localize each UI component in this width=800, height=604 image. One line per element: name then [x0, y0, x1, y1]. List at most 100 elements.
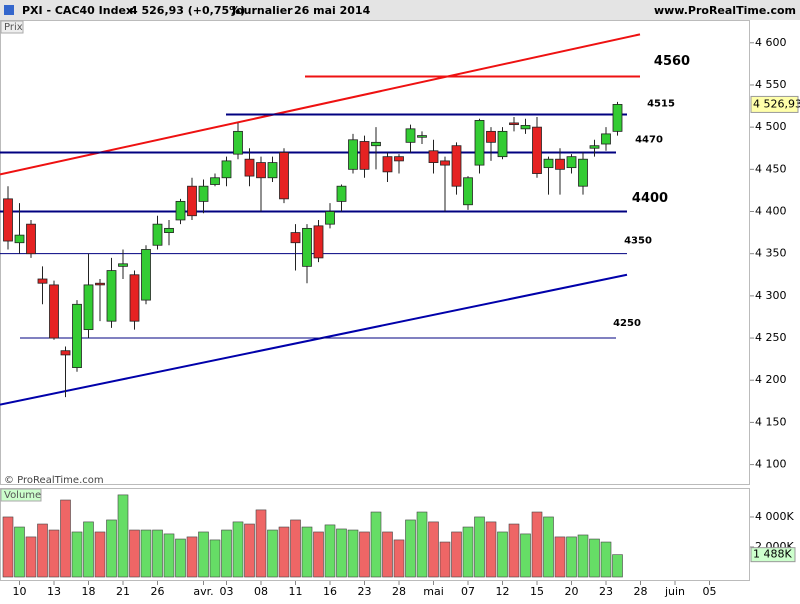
volume-bar — [439, 541, 451, 578]
quote: 4 526,93 (+0,75%) — [130, 4, 245, 17]
candle-body — [49, 284, 59, 339]
volume-bar — [554, 536, 566, 578]
volume-bar — [163, 533, 175, 578]
x-tick-label: 05 — [703, 585, 717, 598]
volume-bar — [48, 529, 60, 578]
volume-bar — [2, 516, 14, 578]
candle-body — [325, 211, 335, 225]
level-label: 4350 — [624, 236, 652, 247]
candle-body — [198, 185, 209, 202]
panel-tag — [0, 20, 24, 34]
candle-body — [313, 225, 324, 259]
y-tick-label: 4 350 — [755, 247, 787, 260]
y-tick-label: 4 100 — [755, 458, 787, 471]
candle-body — [359, 141, 370, 170]
candle-body — [152, 223, 163, 246]
candle-body — [371, 141, 381, 147]
candle-body — [394, 156, 404, 162]
candle-body — [221, 160, 232, 179]
y-tick-label: 4 250 — [755, 331, 787, 344]
volume-bar — [577, 534, 589, 578]
volume-bar — [313, 531, 324, 578]
volume-bar — [382, 531, 393, 578]
x-tick-label: 13 — [47, 585, 61, 598]
candle-body — [256, 162, 266, 179]
volume-bar — [347, 529, 359, 578]
volume-bar — [152, 529, 163, 578]
volume-bar — [94, 531, 106, 578]
volume-bar — [232, 521, 244, 578]
level-label: 4250 — [613, 318, 641, 329]
date: 26 mai 2014 — [294, 4, 371, 17]
candle-body — [509, 122, 519, 126]
volume-bar — [301, 526, 313, 578]
panel-label: Volume — [4, 490, 41, 501]
candle-body — [532, 126, 542, 174]
candle-body — [405, 128, 416, 143]
candle-body — [520, 125, 531, 130]
candle-body — [210, 177, 220, 185]
trend-line — [0, 33, 641, 176]
level-label: 4560 — [654, 54, 690, 69]
candle-body — [463, 177, 473, 206]
y-tick-label: 4 500 — [755, 120, 787, 133]
x-tick-label: 16 — [323, 585, 337, 598]
volume-bar — [14, 526, 25, 578]
last-volume-box — [750, 547, 796, 563]
icon — [4, 5, 14, 15]
candle-body — [106, 270, 117, 322]
volume-bar — [255, 509, 267, 578]
level-label: 4515 — [647, 98, 675, 109]
volume-bar — [416, 511, 428, 578]
volume-bar — [198, 531, 209, 578]
panel-label: Prix — [4, 22, 23, 33]
volume-bar — [485, 521, 497, 578]
candle-body — [497, 130, 508, 158]
candle-body — [279, 152, 289, 200]
candle-body — [474, 119, 485, 166]
volume-bar — [140, 529, 152, 578]
y-tick-label: 4 600 — [755, 36, 787, 49]
panel-tag — [0, 488, 42, 502]
volume-bar — [209, 539, 221, 578]
y-tick-label: 4 550 — [755, 78, 787, 91]
volume-bar — [508, 523, 520, 578]
y-tick-label: 4 150 — [755, 415, 787, 428]
x-tick-label: juin — [664, 585, 685, 598]
volume-bar — [175, 538, 186, 578]
last-volume-label: 1 488K — [753, 548, 792, 561]
candle-body — [187, 185, 197, 217]
x-tick-label: 20 — [565, 585, 579, 598]
candle-body — [267, 162, 278, 179]
candle-body — [141, 249, 151, 301]
trend-line — [0, 273, 628, 406]
candle-body — [233, 130, 243, 155]
level-label: 4470 — [635, 134, 663, 145]
x-tick-label: 11 — [289, 585, 303, 598]
volume-bar — [531, 511, 543, 578]
volume-bar — [129, 529, 140, 578]
x-tick-label: 23 — [599, 585, 613, 598]
volume-bar — [336, 528, 347, 578]
volume-bar — [359, 531, 370, 578]
price-panel — [0, 20, 750, 485]
y-tick-label: 4 300 — [755, 289, 787, 302]
volume-bar — [278, 526, 290, 578]
x-tick-label: 10 — [13, 585, 27, 598]
volume-bar — [290, 519, 301, 578]
candle-body — [290, 232, 301, 244]
volume-bar — [267, 529, 278, 578]
candle-body — [244, 158, 255, 177]
candle-body — [486, 130, 496, 143]
candle-body — [578, 158, 588, 187]
candle-body — [428, 150, 439, 163]
candle-body — [566, 156, 577, 169]
period: Journalier — [231, 4, 293, 17]
candle-body — [118, 263, 128, 267]
volume-bar — [186, 536, 198, 578]
volume-bar — [497, 531, 508, 578]
volume-bar — [25, 536, 37, 578]
candle-body — [129, 274, 140, 322]
volume-bar — [370, 511, 382, 578]
candle-body — [164, 227, 174, 233]
